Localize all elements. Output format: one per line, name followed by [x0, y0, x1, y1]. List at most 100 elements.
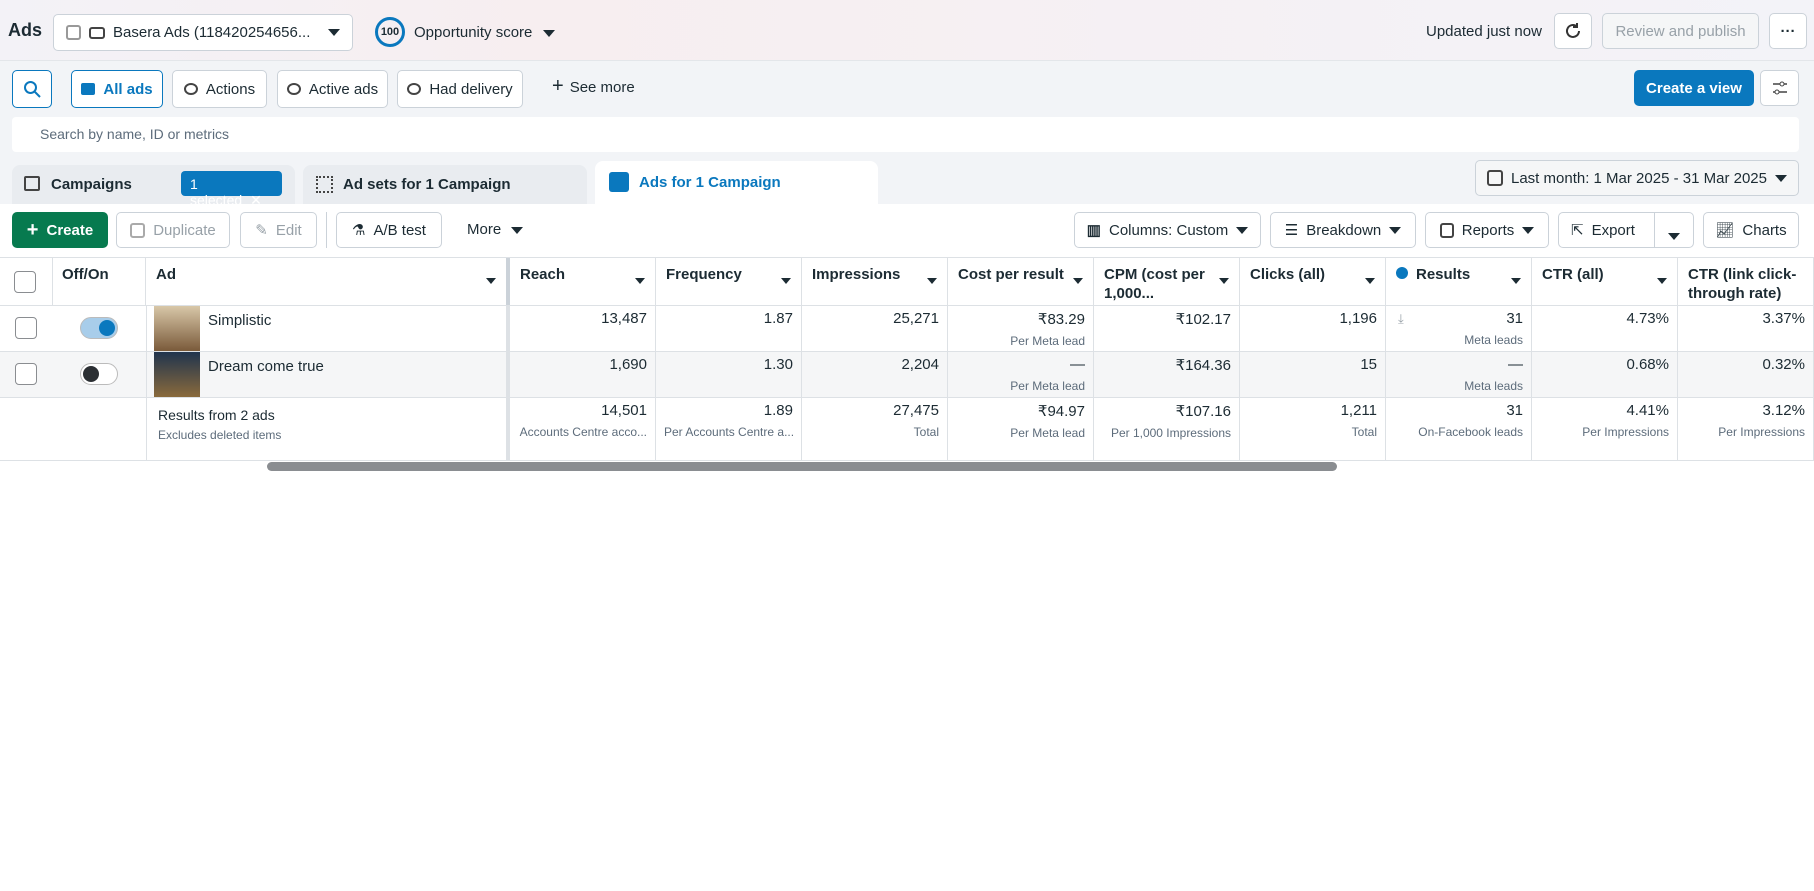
metric-cell: 1.30 [656, 351, 802, 397]
edit-text: Edit [275, 221, 302, 239]
metric-cell: 4.73% [1532, 305, 1678, 351]
filter-chip[interactable]: Active ads [277, 70, 388, 108]
metric-value: 31 [1506, 402, 1523, 419]
column-header[interactable]: Cost per result [948, 258, 1094, 305]
metric-cell: ₹94.97 Per Meta lead [948, 397, 1094, 460]
metric-cell: 1.87 [656, 305, 802, 351]
ads-tab[interactable] [595, 161, 878, 204]
reports-button[interactable]: Reports [1425, 212, 1549, 248]
search-button[interactable] [12, 70, 52, 108]
ad-divider [506, 305, 510, 461]
metric-cell: ₹107.16 Per 1,000 Impressions [1094, 397, 1240, 460]
download-icon: ⤓ [1398, 311, 1404, 326]
ab-test-text: A/B test [373, 221, 426, 239]
metric-value: ₹102.17 [1175, 311, 1231, 328]
row-checkbox[interactable] [15, 317, 37, 339]
column-title: Ad [156, 266, 176, 283]
metric-unit: Per Meta lead [1010, 379, 1085, 393]
date-text: Last month: 1 Mar 2025 - 31 Mar 2025 [1511, 169, 1767, 187]
ad-thumbnail [154, 306, 200, 351]
campaign-icon [24, 176, 40, 191]
header-checkbox[interactable] [14, 271, 36, 293]
metric-value: ₹107.16 [1175, 403, 1231, 420]
metric-cell: 3.12% Per Impressions [1678, 397, 1814, 460]
column-header[interactable]: Results [1386, 258, 1532, 305]
column-header[interactable]: CTR (link click-through rate) [1678, 258, 1814, 305]
settings-button[interactable] [1760, 70, 1799, 106]
metric-unit: Per Impressions [1718, 425, 1805, 439]
metric-value: 4.41% [1626, 402, 1669, 419]
metric-unit: Accounts Centre acco... [519, 425, 647, 439]
search-input[interactable]: Search by name, ID or metrics [12, 117, 1799, 152]
adsets-tab[interactable] [303, 165, 587, 204]
see-more[interactable]: + See more [552, 75, 635, 97]
column-header[interactable]: CTR (all) [1532, 258, 1678, 305]
adsets-icon [316, 176, 333, 193]
account-selector[interactable]: Basera Ads (118420254656... [53, 14, 353, 51]
metric-unit: Per Impressions [1582, 425, 1669, 439]
metric-value: 25,271 [893, 310, 939, 327]
filter-icon [183, 83, 198, 95]
toggle[interactable] [80, 363, 118, 385]
date-picker[interactable]: Last month: 1 Mar 2025 - 31 Mar 2025 [1475, 160, 1799, 196]
row-checkbox[interactable] [15, 363, 37, 385]
update-status: Updated just now [1426, 23, 1542, 40]
filter-label: All ads [103, 80, 153, 98]
column-header[interactable]: Impressions [802, 258, 948, 305]
column-title: Off/On [62, 266, 109, 283]
sort-caret [486, 278, 496, 284]
metric-value: 1.87 [763, 310, 793, 327]
metric-unit: Meta leads [1464, 379, 1523, 393]
more-menu[interactable]: ··· [1769, 13, 1807, 49]
filter-icon [81, 83, 96, 95]
refresh-button[interactable] [1554, 13, 1592, 49]
score-label[interactable]: Opportunity score [414, 24, 555, 41]
horizontal-scrollbar[interactable] [267, 462, 1337, 471]
ad-name[interactable]: Dream come true [208, 358, 324, 375]
column-title: CPM (cost per 1,000... [1104, 266, 1205, 302]
create-button[interactable]: + Create [12, 212, 108, 248]
filter-icon [407, 83, 422, 95]
export-button[interactable]: ⇱ Export [1558, 212, 1694, 248]
filter-label: Actions [205, 80, 256, 98]
columns-button[interactable]: ▥ Columns: Custom [1074, 212, 1261, 248]
column-header[interactable]: Ad [146, 258, 510, 305]
ad-name[interactable]: Simplistic [208, 312, 272, 329]
breakdown-button[interactable]: ☰ Breakdown [1270, 212, 1416, 248]
metric-value: — [1508, 356, 1523, 373]
metric-cell: 3.37% [1678, 305, 1814, 351]
ad-thumbnail [154, 352, 200, 397]
column-header[interactable]: Clicks (all) [1240, 258, 1386, 305]
row [0, 397, 1814, 460]
filter-chip[interactable]: Actions [172, 70, 267, 108]
summary-note: Excludes deleted items [158, 428, 282, 442]
export-text: Export [1591, 221, 1635, 239]
sort-caret [1657, 278, 1667, 284]
edit-button[interactable]: ✎ Edit [240, 212, 317, 248]
score-text: Opportunity score [414, 24, 533, 41]
column-header[interactable]: CPM (cost per 1,000... [1094, 258, 1240, 305]
row [0, 351, 1814, 397]
column-title: CTR (link click-through rate) [1688, 266, 1797, 302]
publish-button[interactable]: Review and publish [1602, 13, 1759, 49]
selected-chip[interactable]: 1 selected ✕ [181, 171, 282, 208]
more-button[interactable]: More [467, 221, 524, 238]
toggle[interactable] [80, 317, 118, 339]
metric-cell: 1,690 [510, 351, 656, 397]
ab-test-button[interactable]: ⚗ A/B test [336, 212, 442, 248]
charts-button[interactable]: 📈︎ Charts [1703, 212, 1799, 248]
sort-caret [1073, 278, 1083, 284]
metric-value: 0.68% [1626, 356, 1669, 373]
divider [326, 212, 327, 248]
create-view-button[interactable]: Create a view [1634, 70, 1754, 106]
column-header[interactable]: Reach [510, 258, 656, 305]
metric-value: 0.32% [1762, 356, 1805, 373]
column-header[interactable]: Frequency [656, 258, 802, 305]
filter-chip[interactable]: Had delivery [397, 70, 523, 108]
duplicate-button[interactable]: Duplicate [116, 212, 230, 248]
metric-value: ₹94.97 [1037, 403, 1085, 420]
filter-chip[interactable]: All ads [71, 70, 163, 108]
toggle-knob [83, 366, 99, 382]
export-caret[interactable] [1668, 227, 1680, 244]
bottom-line [0, 460, 1814, 461]
